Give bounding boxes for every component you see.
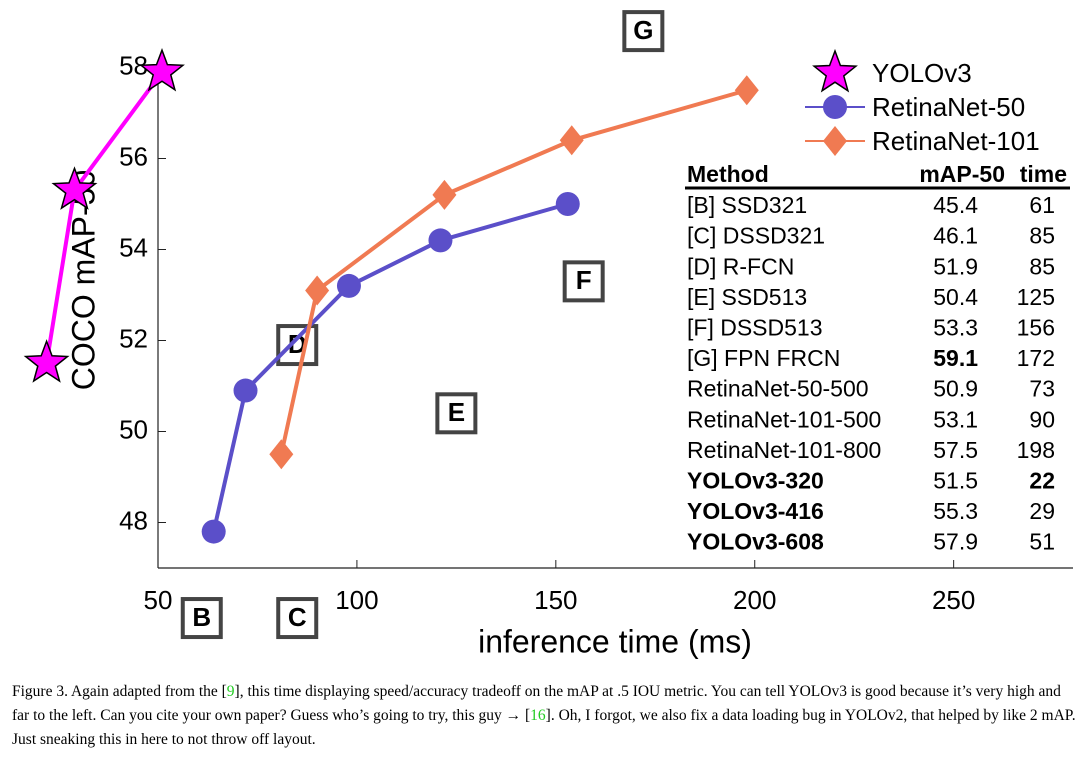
circle-marker — [336, 273, 361, 298]
table-cell: 57.9 — [933, 529, 978, 555]
table-cell: [C] DSSD321 — [687, 223, 825, 249]
table-cell: 59.1 — [933, 345, 978, 371]
table-cell: [F] DSSD513 — [687, 314, 823, 340]
x-tick-label: 200 — [733, 585, 776, 615]
table-cell: 53.1 — [933, 406, 978, 432]
table-header: Method — [687, 161, 769, 187]
table-cell: 51.5 — [933, 467, 978, 493]
legend-label: YOLOv3 — [872, 58, 972, 88]
table-cell: 45.4 — [933, 192, 978, 218]
table-cell: 53.3 — [933, 314, 978, 340]
diamond-marker — [432, 179, 457, 210]
x-tick-label: 100 — [335, 585, 378, 615]
series-line — [279, 88, 748, 455]
table-cell: RetinaNet-101-800 — [687, 437, 881, 463]
chart: inference time (ms) COCO mAP-50 50 100 150… — [23, 10, 1073, 659]
caption-text: Figure 3. Again adapted from the [ — [12, 683, 227, 700]
table-cell: 85 — [1029, 253, 1055, 279]
annotation-box — [180, 597, 223, 640]
table-cell: [E] SSD513 — [687, 284, 807, 310]
diamond-marker — [734, 75, 759, 106]
y-tick-label: 50 — [119, 414, 148, 444]
table-cell: 57.5 — [933, 437, 978, 463]
circle-marker — [555, 192, 580, 216]
diamond-marker — [559, 125, 584, 156]
circle-marker — [201, 519, 226, 544]
star-marker — [51, 166, 98, 210]
table-cell: 90 — [1029, 406, 1055, 432]
table-cell: RetinaNet-101-500 — [687, 406, 881, 432]
table-cell: 50.9 — [933, 376, 978, 402]
table-cell: 125 — [1017, 284, 1055, 310]
annotation-label: G — [633, 15, 653, 45]
annotation-box — [622, 10, 665, 53]
annotation-label: F — [576, 265, 592, 295]
table-cell: YOLOv3-320 — [687, 467, 824, 493]
table-cell: 172 — [1017, 345, 1055, 371]
series-line — [44, 70, 164, 364]
circle-marker — [428, 228, 453, 253]
series-line — [211, 202, 569, 533]
citation: 9 — [226, 683, 235, 700]
diamond-marker — [823, 126, 847, 156]
legend-label: RetinaNet-50 — [872, 92, 1025, 122]
table-header: mAP-50 — [919, 161, 1005, 187]
table-cell: 198 — [1017, 437, 1055, 463]
table-cell: 61 — [1029, 192, 1055, 218]
star-marker — [812, 48, 858, 93]
table-cell: 46.1 — [933, 223, 978, 249]
table-cell: 22 — [1029, 467, 1055, 493]
table-cell: RetinaNet-50-500 — [687, 376, 869, 402]
table-header: time — [1020, 161, 1067, 187]
annotation-box — [435, 392, 478, 435]
table-cell: 51.9 — [933, 253, 978, 279]
y-tick-label: 48 — [119, 505, 148, 535]
star-marker — [23, 339, 70, 383]
annotation-label: E — [448, 397, 465, 427]
table-cell: 29 — [1029, 498, 1055, 524]
table-cell: [G] FPN FRCN — [687, 345, 840, 371]
y-tick-label: 54 — [119, 232, 148, 262]
table-cell: YOLOv3-608 — [687, 529, 824, 555]
x-tick-label: 250 — [932, 585, 975, 615]
table-cell: 51 — [1029, 529, 1055, 555]
table-cell: 156 — [1017, 314, 1055, 340]
annotation-box — [276, 597, 319, 640]
annotation-label: B — [192, 602, 211, 632]
circle-marker — [233, 378, 258, 403]
x-axis-label: inference time (ms) — [478, 623, 752, 659]
caption-text: ]. Oh, I forgot, we also fix a data load… — [12, 707, 1076, 748]
y-tick-label: 56 — [119, 141, 148, 171]
table-cell: 50.4 — [933, 284, 978, 310]
table-cell: YOLOv3-416 — [687, 498, 824, 524]
table-cell: 85 — [1029, 223, 1055, 249]
diamond-marker — [305, 275, 330, 306]
caption: Figure 3. Again adapted from the [9], th… — [12, 680, 1080, 752]
x-tick-label: 50 — [144, 585, 173, 615]
citation: 16 — [530, 707, 546, 724]
table-cell: 55.3 — [933, 498, 978, 524]
diamond-marker — [269, 439, 294, 470]
table-cell: 73 — [1029, 376, 1055, 402]
x-tick-label: 150 — [534, 585, 577, 615]
annotation-label: C — [288, 602, 307, 632]
circle-marker — [823, 95, 847, 119]
legend-label: RetinaNet-101 — [872, 126, 1040, 156]
table-cell: [D] R-FCN — [687, 253, 794, 279]
y-tick-label: 52 — [119, 323, 148, 353]
caption-text: ], this time displaying speed/accuracy t… — [12, 683, 1061, 724]
star-marker — [139, 47, 185, 92]
table-cell: [B] SSD321 — [687, 192, 807, 218]
annotation-box — [562, 260, 605, 303]
